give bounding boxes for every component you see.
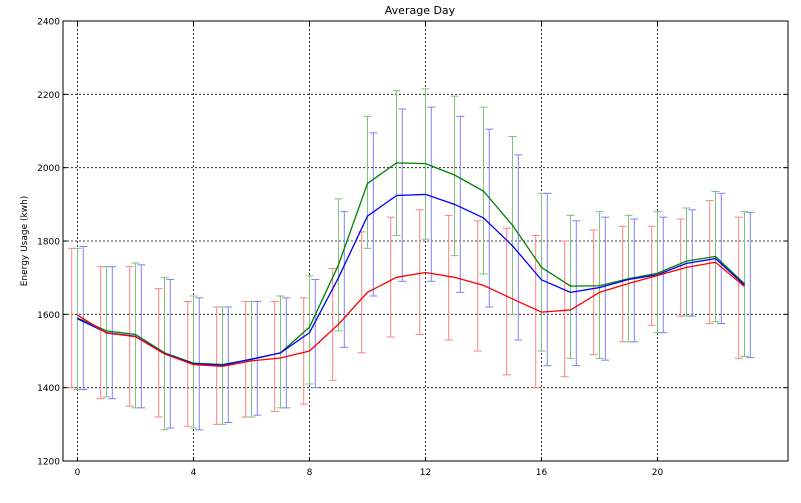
- y-tick-label: 1800: [37, 238, 60, 248]
- y-axis-label: Energy Usage (kwh): [20, 196, 30, 287]
- x-tick-label: 8: [307, 468, 313, 478]
- y-tick-label: 2200: [37, 91, 60, 101]
- y-tick-label: 2400: [37, 18, 60, 28]
- series-line: [77, 162, 745, 366]
- y-tick-label: 2000: [37, 164, 60, 174]
- x-tick-label: 20: [652, 468, 664, 478]
- series-line: [77, 261, 745, 368]
- x-tick-label: 4: [191, 468, 197, 478]
- y-tick-label: 1400: [37, 384, 60, 394]
- x-tick-label: 0: [75, 468, 81, 478]
- error-bars: [67, 88, 755, 431]
- chart-title: Average Day: [385, 4, 456, 17]
- axes: 0 4 8 12 16 20 1200 1400 1600 1800 2000 2200 2400: [37, 18, 789, 478]
- x-tick-label: 16: [536, 468, 548, 478]
- series-lines: [77, 162, 745, 368]
- x-tick-label: 12: [420, 468, 431, 478]
- y-tick-label: 1600: [37, 311, 60, 321]
- y-tick-label: 1200: [37, 458, 60, 468]
